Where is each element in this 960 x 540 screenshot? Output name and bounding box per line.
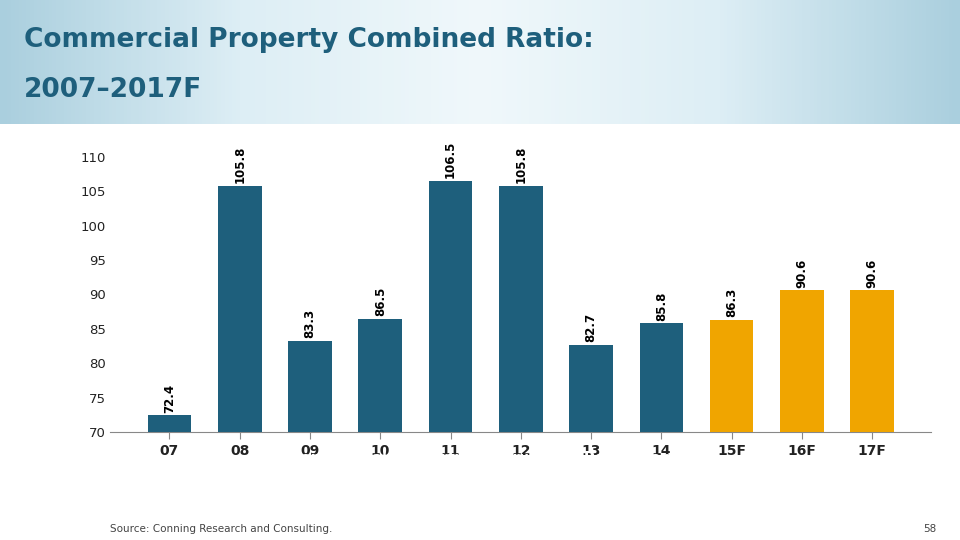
Bar <box>358 319 402 432</box>
Text: 106.5: 106.5 <box>444 141 457 178</box>
Text: 2007–2017F: 2007–2017F <box>24 77 203 103</box>
Text: 86.5: 86.5 <box>373 286 387 316</box>
Bar <box>499 186 542 432</box>
Text: Source: Conning Research and Consulting.: Source: Conning Research and Consulting. <box>110 523 333 534</box>
Bar <box>148 415 191 432</box>
Text: 58: 58 <box>923 523 936 534</box>
Bar <box>851 291 894 432</box>
Text: 83.3: 83.3 <box>303 309 317 338</box>
Text: 105.8: 105.8 <box>233 146 247 183</box>
Text: 86.3: 86.3 <box>725 288 738 317</box>
Text: Commercial Property Underwriting Performance
Has Improved in Recent Years, Large: Commercial Property Underwriting Perform… <box>290 451 689 510</box>
Bar <box>288 341 332 432</box>
Bar <box>780 291 824 432</box>
Text: Commercial Property Combined Ratio:: Commercial Property Combined Ratio: <box>24 28 593 53</box>
Bar <box>429 181 472 432</box>
Bar <box>709 320 754 432</box>
Bar <box>569 345 612 432</box>
Text: 90.6: 90.6 <box>795 258 808 287</box>
Bar <box>218 186 261 432</box>
Bar <box>639 323 684 432</box>
Text: 82.7: 82.7 <box>585 313 597 342</box>
Text: 105.8: 105.8 <box>515 146 527 183</box>
Text: 90.6: 90.6 <box>866 258 878 287</box>
Text: 85.8: 85.8 <box>655 291 668 321</box>
Text: 72.4: 72.4 <box>163 383 176 413</box>
